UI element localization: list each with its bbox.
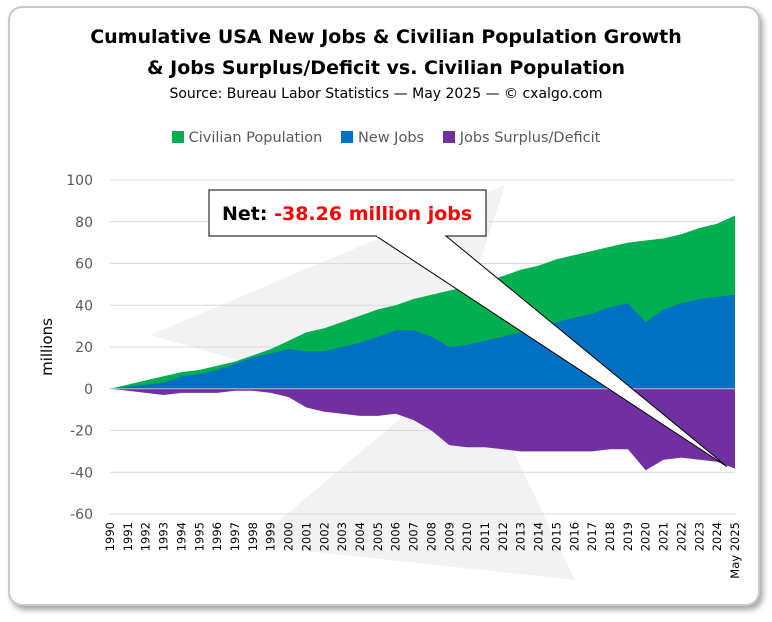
x-tick-label: 2018	[603, 522, 617, 551]
x-tick-label: 2002	[317, 522, 331, 551]
legend-item-jobs: New Jobs	[340, 130, 425, 146]
chart-title: Cumulative USA New Jobs & Civilian Popul…	[90, 26, 682, 48]
y-tick-label: 60	[75, 257, 93, 273]
legend-swatch-deficit	[442, 131, 455, 143]
x-tick-label: 1999	[264, 522, 278, 551]
callout-text: Net: -38.26 million jobs	[222, 203, 472, 225]
legend-label-population: Civilian Population	[188, 130, 323, 146]
legend-swatch-jobs	[340, 131, 353, 143]
callout-value: -38.26 million jobs	[274, 203, 472, 225]
x-tick-label: 2019	[621, 522, 635, 551]
y-tick-label: -60	[70, 507, 93, 523]
y-tick-label: 80	[75, 215, 93, 231]
x-tick-label: 1994	[174, 522, 188, 551]
x-tick-label: 1991	[121, 522, 135, 551]
x-tick-label: 2003	[335, 522, 349, 551]
legend-label-deficit: Jobs Surplus/Deficit	[459, 130, 601, 146]
x-tick-label: 2024	[710, 522, 724, 551]
x-tick-label: 2013	[514, 522, 528, 551]
x-tick-label: 2012	[496, 522, 510, 551]
legend-swatch-population	[171, 131, 184, 143]
y-tick-label: 20	[75, 340, 93, 356]
callout-label: Net:	[222, 203, 274, 225]
y-tick-label: 0	[84, 382, 93, 398]
chart-subtitle: Source: Bureau Labor Statistics — May 20…	[169, 86, 603, 102]
x-tick-label: 2017	[585, 522, 599, 551]
x-tick-label: 2023	[692, 522, 706, 551]
legend-item-population: Civilian Population	[171, 130, 323, 146]
x-tick-label: 2007	[407, 522, 421, 551]
legend: Civilian Population New Jobs Jobs Surplu…	[0, 130, 772, 146]
x-tick-label: 1995	[192, 522, 206, 551]
legend-label-jobs: New Jobs	[357, 130, 425, 146]
x-tick-label: 2005	[371, 522, 385, 551]
x-tick-label: 2000	[282, 522, 296, 551]
x-tick-label: 1997	[228, 522, 242, 551]
chart-title-line2: & Jobs Surplus/Deficit vs. Civilian Popu…	[147, 57, 625, 79]
y-tick-label: 100	[66, 173, 93, 189]
y-tick-label: -40	[70, 465, 93, 481]
x-tick-label: 1996	[210, 522, 224, 551]
x-tick-label: May 2025	[728, 522, 742, 579]
x-tick-label: 2004	[353, 522, 367, 551]
x-tick-label: 2011	[478, 522, 492, 551]
x-tick-label: 2014	[532, 522, 546, 551]
x-tick-label: 1998	[246, 522, 260, 551]
x-tick-label: 1990	[103, 522, 117, 551]
x-tick-label: 2008	[424, 522, 438, 551]
x-tick-label: 2001	[299, 522, 313, 551]
x-tick-label: 1992	[139, 522, 153, 551]
legend-item-deficit: Jobs Surplus/Deficit	[442, 130, 601, 146]
x-tick-label: 2015	[549, 522, 563, 551]
x-tick-label: 2022	[674, 522, 688, 551]
y-tick-label: 40	[75, 298, 93, 314]
x-tick-label: 2020	[639, 522, 653, 551]
y-tick-label: -20	[70, 424, 93, 440]
x-tick-label: 2009	[442, 522, 456, 551]
area-jobs-deficit	[110, 388, 735, 471]
x-tick-label: 2016	[567, 522, 581, 551]
x-tick-label: 2021	[657, 522, 671, 551]
x-tick-label: 2010	[460, 522, 474, 551]
y-axis-label: millions	[38, 318, 56, 376]
x-tick-label: 2006	[389, 522, 403, 551]
x-tick-label: 1993	[157, 522, 171, 551]
callout-box	[208, 189, 487, 237]
